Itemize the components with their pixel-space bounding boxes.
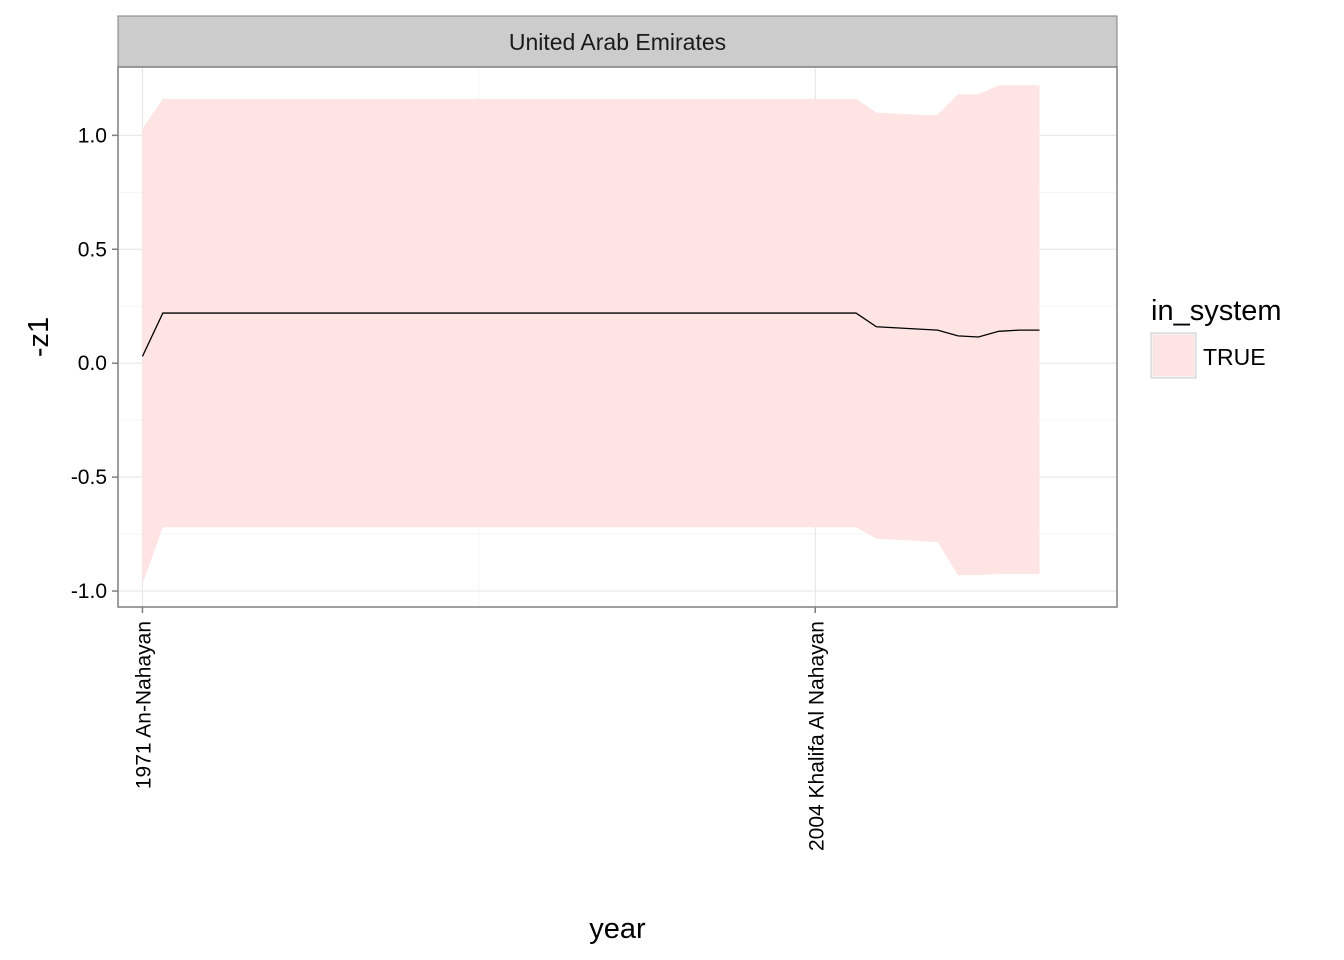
legend-label-true: TRUE (1203, 344, 1266, 370)
y-tick-label: 0.0 (78, 352, 107, 375)
legend: in_system TRUE (1150, 295, 1282, 379)
ribbon-layer (142, 85, 1040, 585)
facet-strip (117, 15, 1118, 68)
legend-swatch (1153, 335, 1194, 376)
line-layer (141, 312, 1040, 357)
y-tick-label: 0.5 (78, 238, 107, 261)
y-tick-label: -0.5 (71, 466, 107, 489)
x-tick-label: 1971 An-Nahayan (132, 621, 155, 789)
y-axis-title: -z1 (23, 317, 55, 357)
y-tick-label: -1.0 (71, 580, 107, 603)
y-axis: -1.0 -0.5 0.0 0.5 1.0 (71, 124, 118, 603)
series-line (141, 312, 1040, 357)
series-ribbon (142, 85, 1040, 585)
x-tick-label: 2004 Khalifa Al Nahayan (805, 621, 828, 851)
y-tick-label: 1.0 (78, 124, 107, 147)
x-axis: 1971 An-Nahayan 2004 Khalifa Al Nahayan (132, 607, 828, 851)
x-axis-title: year (589, 913, 646, 945)
facet-label: United Arab Emirates (509, 29, 726, 55)
panel-border (117, 66, 1118, 608)
legend-title: in_system (1151, 295, 1282, 327)
